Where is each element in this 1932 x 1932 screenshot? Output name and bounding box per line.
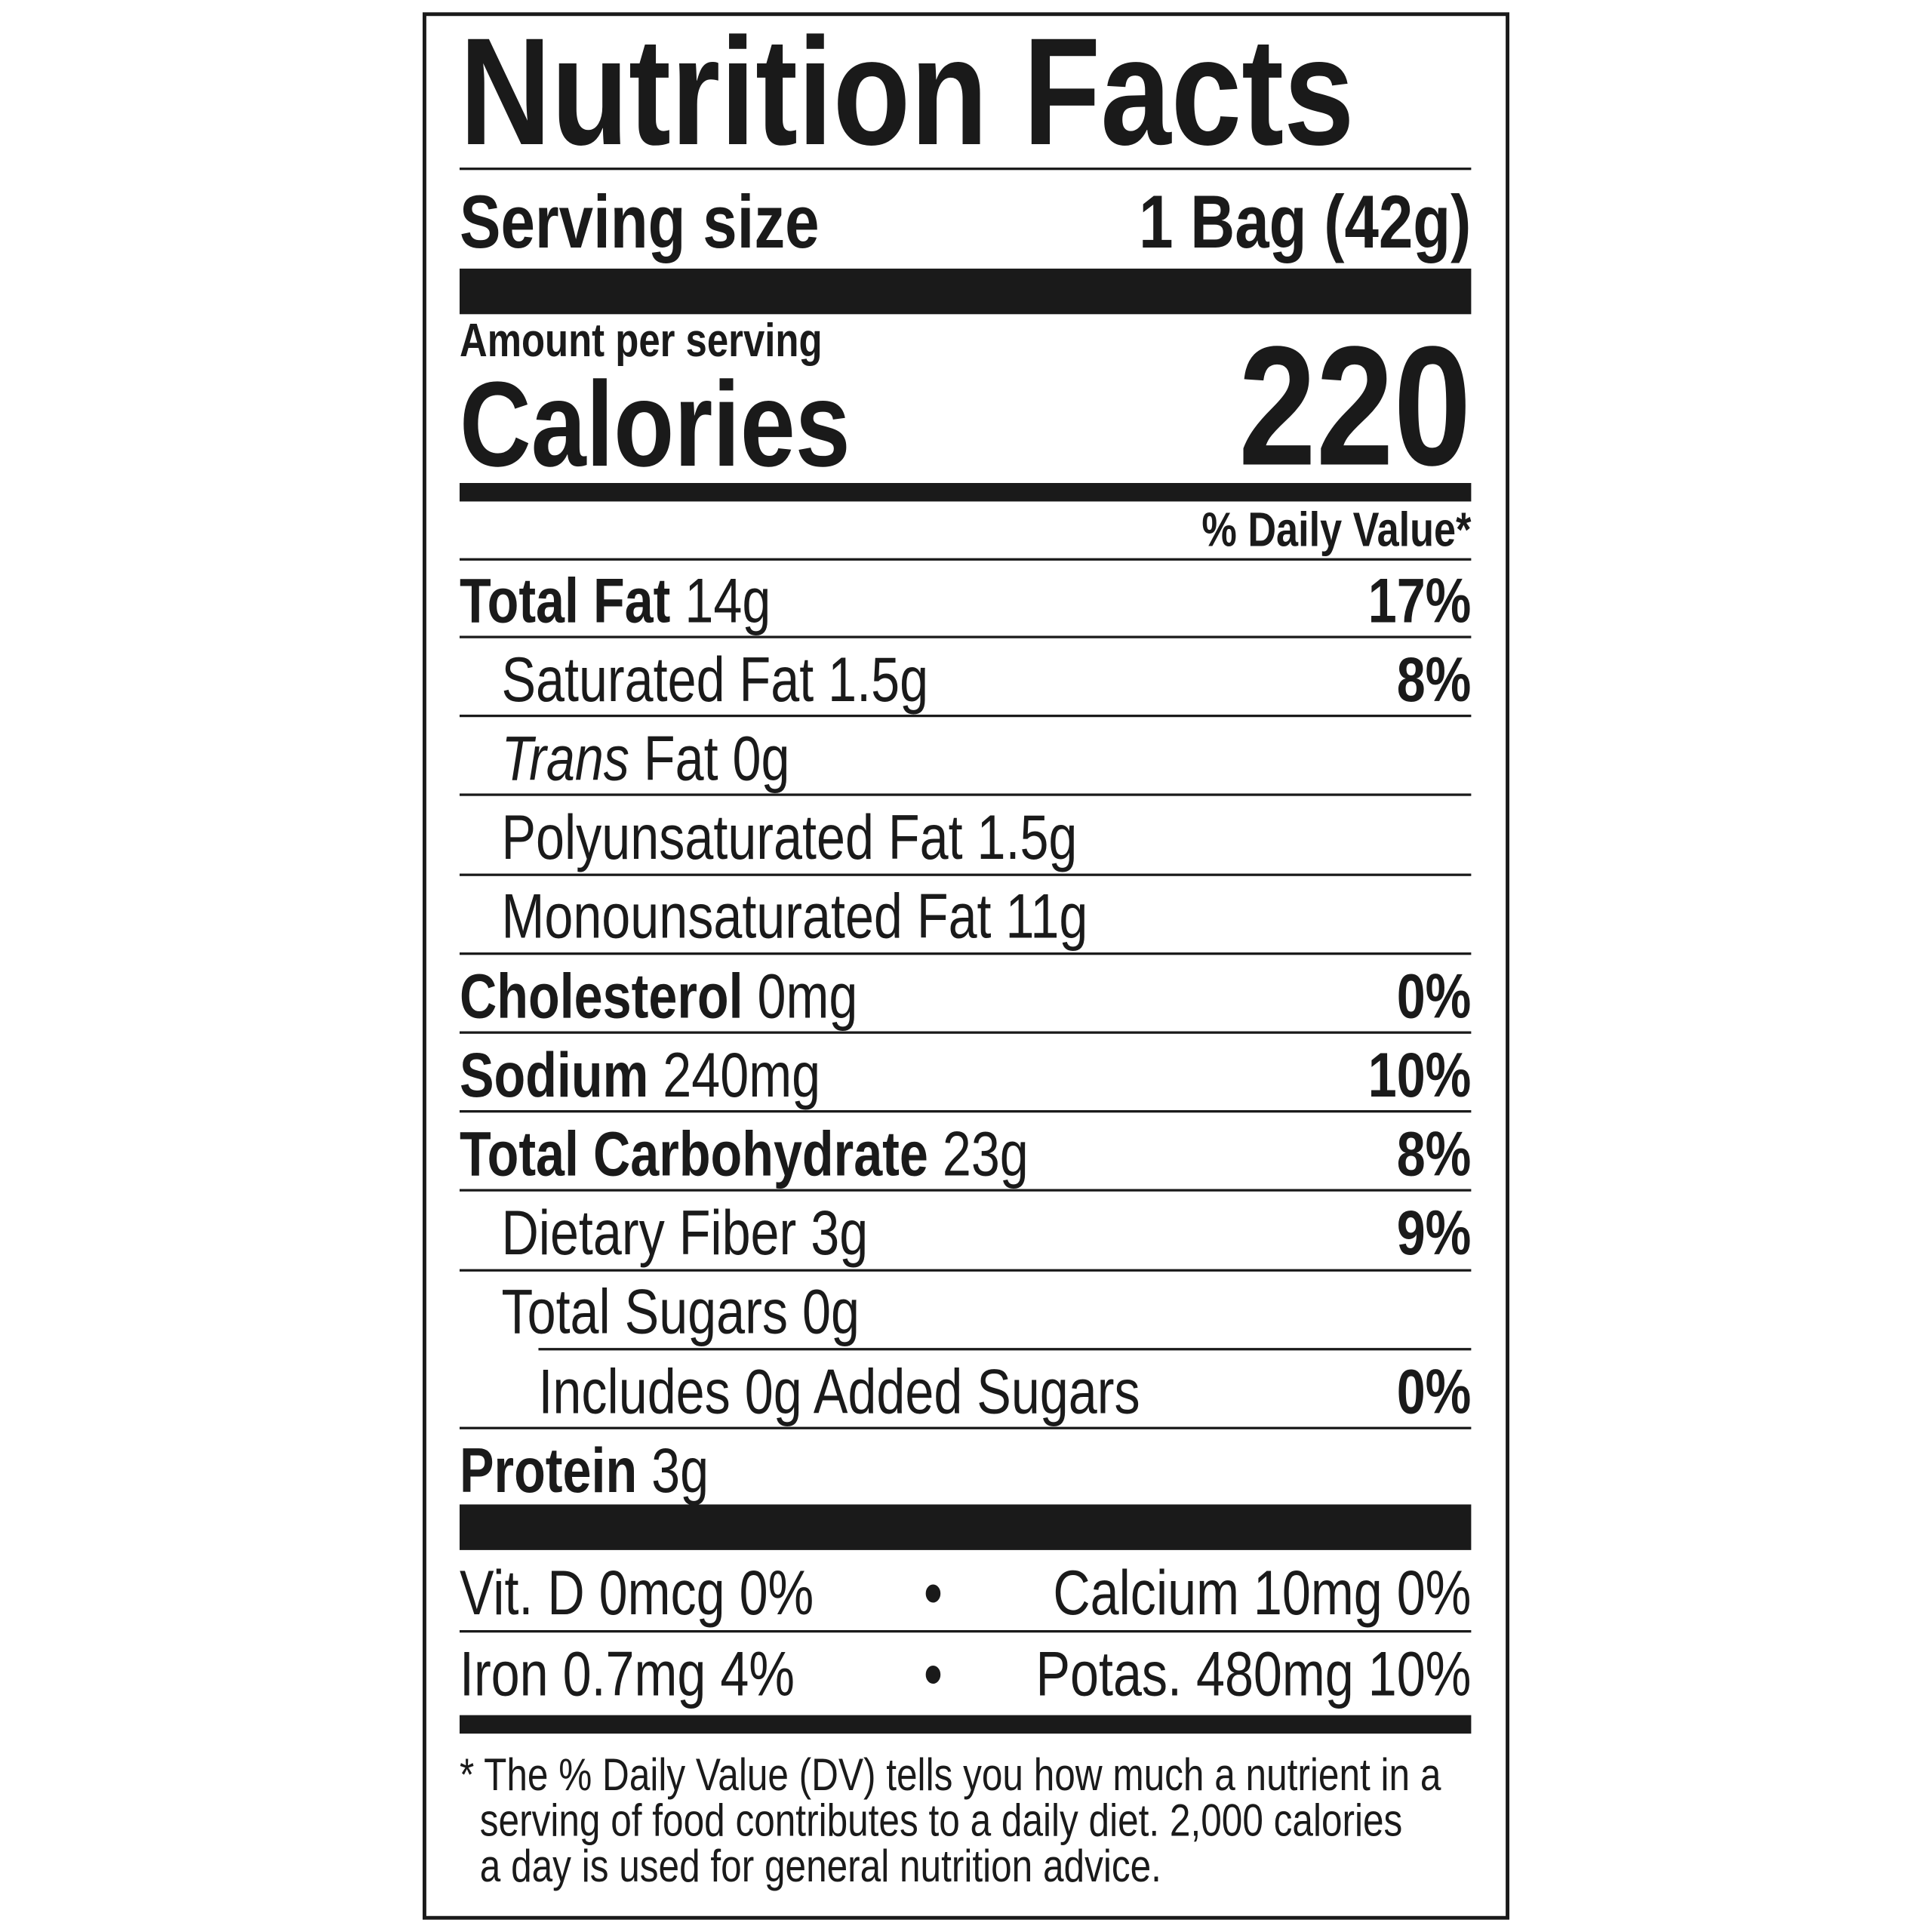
nutrient-name: Sodium	[459, 1039, 649, 1110]
title: Nutrition Facts	[459, 7, 1355, 178]
nutrient-amount: 0g	[732, 723, 790, 794]
nutrient-name: Trans	[501, 723, 629, 794]
divider	[459, 715, 1472, 718]
amount-per-serving: Amount per serving	[460, 318, 977, 365]
footnote-line: a day is used for general nutrition advi…	[479, 1841, 1161, 1892]
footnote-line: serving of food contributes to a daily d…	[479, 1795, 1403, 1846]
thick-bar	[459, 1504, 1472, 1550]
calories-label-wrap: Calories	[460, 364, 1051, 485]
nutrient-row: Protein 3g	[460, 1432, 1471, 1508]
nutrient-name: Polyunsaturated Fat	[501, 802, 963, 873]
label-border	[422, 12, 1509, 1920]
nutrient-daily-value: 8%	[1396, 644, 1472, 715]
divider	[459, 952, 1472, 955]
divider	[459, 558, 1472, 561]
serving-size-value: 1 Bag (42g)	[1139, 180, 1472, 264]
nutrient-row: Trans Fat 0g	[460, 720, 1471, 796]
vitamin-right: Potas. 480mg 10%	[1035, 1638, 1472, 1709]
divider	[459, 1426, 1472, 1429]
vitamin-row: Iron 0.7mg 4% • Potas. 480mg 10%	[460, 1635, 1471, 1712]
vitamin-row: Vit. D 0mcg 0% • Calcium 10mg 0%	[460, 1554, 1471, 1630]
nutrient-row: Total Fat 14g 17%	[460, 561, 1471, 638]
divider	[459, 168, 1472, 171]
nutrient-amount: 0mg	[757, 960, 858, 1031]
dv-header: % Daily Value*	[1201, 503, 1472, 557]
medium-bar	[459, 1715, 1472, 1734]
calories-value: 220	[1238, 312, 1472, 502]
nutrient-amount: 1.5g	[828, 644, 929, 715]
nutrient-row: Monounsaturated Fat 11g	[460, 878, 1471, 955]
nutrient-row: Total Sugars 0g	[460, 1274, 1471, 1350]
nutrient-name: Protein	[459, 1435, 638, 1506]
nutrient-daily-value: 17%	[1367, 565, 1472, 635]
footnote: * The % Daily Value (DV) tells you how m…	[460, 1752, 1471, 1889]
nutrient-name: Saturated Fat	[501, 644, 814, 715]
nutrient-amount: 1.5g	[977, 802, 1078, 873]
nutrient-row: Total Carbohydrate 23g 8%	[460, 1115, 1471, 1192]
footnote-line: * The % Daily Value (DV) tells you how m…	[459, 1749, 1441, 1801]
nutrient-row: Includes 0g Added Sugars 0%	[460, 1353, 1471, 1429]
calories-label: Calories	[459, 355, 851, 492]
medium-bar	[459, 482, 1472, 502]
divider	[459, 1110, 1472, 1113]
nutrient-daily-value: 0%	[1396, 1355, 1472, 1426]
nutrient-amount: 0g	[801, 1276, 860, 1347]
calories-value-wrap: 220	[1102, 321, 1471, 491]
nutrient-amount: 11g	[1005, 881, 1088, 952]
daily-value-header: % Daily Value*	[460, 503, 1472, 557]
vitamin-left: Iron 0.7mg 4%	[459, 1638, 795, 1709]
divider	[459, 794, 1472, 797]
vitamin-left: Vit. D 0mcg 0%	[459, 1556, 814, 1627]
divider	[459, 1031, 1472, 1034]
nutrient-amount: 240mg	[663, 1039, 821, 1110]
nutrient-name: Total Fat	[459, 565, 671, 635]
title-wrap: Nutrition Facts	[459, 7, 1471, 178]
nutrient-row: Polyunsaturated Fat 1.5g	[460, 799, 1471, 875]
divider	[459, 1189, 1472, 1192]
nutrient-name: Total Carbohydrate	[459, 1118, 928, 1189]
divider	[459, 1268, 1472, 1272]
nutrient-name: Includes 0g Added Sugars	[538, 1355, 1140, 1426]
amount-label: Amount per serving	[459, 315, 823, 368]
nutrient-daily-value: 8%	[1396, 1118, 1472, 1189]
nutrient-row: Dietary Fiber 3g 9%	[460, 1195, 1471, 1271]
nutrient-name: Monounsaturated Fat	[501, 881, 992, 952]
nutrient-name: Dietary Fiber	[501, 1198, 797, 1269]
nutrient-amount: 3g	[651, 1435, 709, 1506]
serving-size-label: Serving size	[459, 180, 820, 264]
vitamin-right: Calcium 10mg 0%	[1053, 1556, 1472, 1627]
nutrient-name: Cholesterol	[459, 960, 743, 1031]
bullet-separator: •	[924, 1638, 943, 1709]
bullet-separator: •	[924, 1556, 943, 1627]
serving-size-row: Serving size 1 Bag (42g)	[460, 179, 1471, 265]
nutrient-amount: 3g	[811, 1198, 869, 1269]
divider	[459, 1629, 1472, 1633]
nutrient-amount: 14g	[685, 565, 771, 635]
nutrient-row: Cholesterol 0mg 0%	[460, 958, 1471, 1034]
nutrient-daily-value: 9%	[1396, 1198, 1472, 1269]
divider	[459, 635, 1472, 638]
thick-bar	[459, 268, 1472, 315]
divider	[459, 872, 1472, 876]
nutrient-name-suffix: Fat	[643, 723, 718, 794]
nutrient-daily-value: 10%	[1367, 1039, 1472, 1110]
nutrient-row: Saturated Fat 1.5g 8%	[460, 641, 1471, 717]
nutrient-amount: 23g	[942, 1118, 1029, 1189]
nutrient-daily-value: 0%	[1396, 960, 1472, 1031]
nutrient-row: Sodium 240mg 10%	[460, 1036, 1471, 1112]
nutrient-name: Total Sugars	[501, 1276, 789, 1347]
divider	[538, 1347, 1472, 1351]
